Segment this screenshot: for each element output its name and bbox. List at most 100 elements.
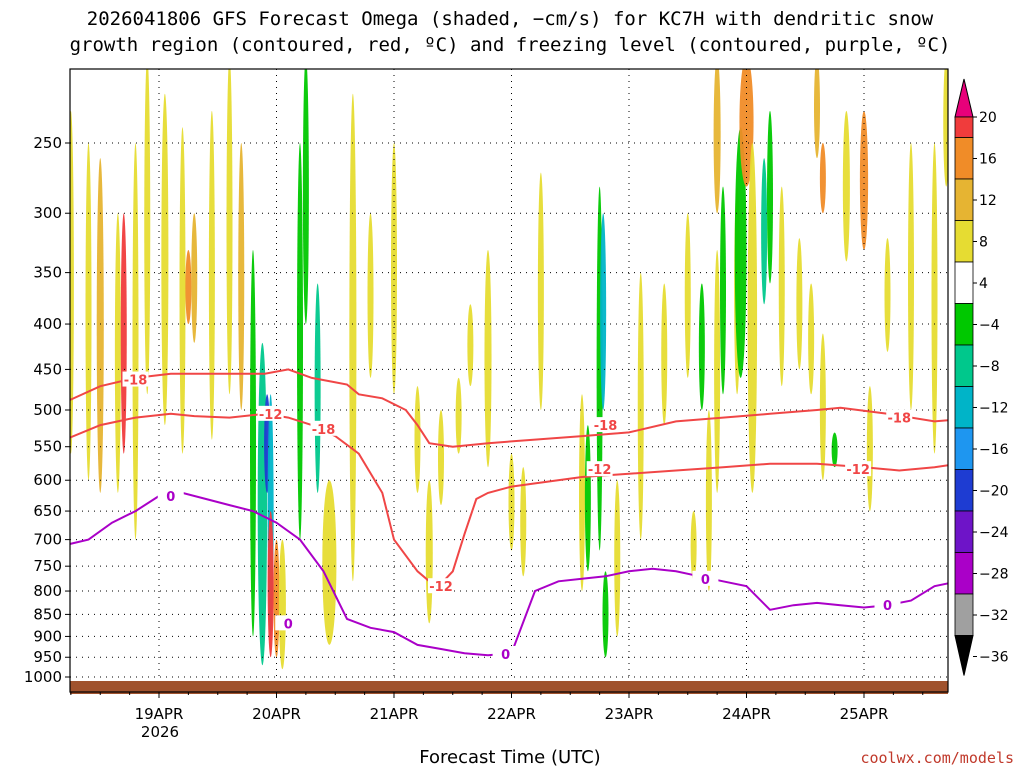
omega-shade-cell (314, 283, 321, 493)
x-tick-label: 20APR (252, 705, 301, 723)
label-dgz-12: -12 (429, 580, 453, 595)
colorbar-label: −36 (979, 650, 1009, 666)
omega-shade-cell (425, 480, 433, 624)
omega-shade-cell (661, 283, 668, 426)
omega-shade-cell (690, 511, 697, 582)
omega-shade-cell (584, 425, 591, 572)
y-tick-label: 750 (33, 557, 62, 575)
colorbar-label: 20 (979, 110, 997, 126)
omega-shade-cell (602, 571, 609, 658)
omega-shade-cell (302, 69, 309, 325)
colorbar-label: −24 (979, 525, 1009, 541)
omega-shade-cell (238, 143, 245, 410)
omega-shade-cell (579, 394, 585, 592)
x-tick-label: 23APR (605, 705, 654, 723)
label-dgz-12-bg (586, 461, 613, 477)
omega-shade-cell (842, 110, 850, 262)
x-axis: 19APR 20APR 21APR 22APR 23APR 24APR 25APR (70, 692, 924, 723)
omega-shade-cell (70, 110, 74, 454)
x-tick-label: 19APR (135, 705, 184, 723)
omega-shade-cell (814, 69, 820, 159)
omega-shade-cell (778, 186, 785, 387)
colorbar-label: 12 (979, 193, 997, 209)
omega-shade-cell (831, 432, 838, 468)
omega-shade-cell (114, 213, 121, 493)
credit-link[interactable]: coolwx.com/models (860, 749, 1014, 767)
label-freezing-0-bg (157, 487, 184, 503)
label-freezing-0-bg (692, 570, 719, 586)
y-tick-label: 950 (33, 648, 62, 666)
omega-shade-cell (179, 127, 186, 454)
omega-shade-cell (739, 69, 754, 187)
omega-shade-cell (120, 213, 127, 454)
label-dgz-12-bg (428, 578, 454, 594)
x-tick-label: 21APR (370, 705, 419, 723)
contour-layer: -18 -18 -18 -18 -12 -12 -12 -12 0 0 0 0 0 (70, 368, 948, 663)
omega-shade-cell (713, 69, 721, 214)
omega-shade-cell (414, 386, 421, 493)
colorbar-top-triangle (954, 78, 974, 118)
omega-shade-cell (684, 213, 691, 378)
y-tick-label: 800 (33, 582, 62, 600)
omega-shading-layer (70, 69, 948, 670)
omega-shade-cell (859, 110, 869, 250)
x-tick-label: 22APR (487, 705, 536, 723)
y-tick-label: 1000 (24, 668, 62, 686)
colorbar-label: −16 (979, 442, 1009, 458)
label-freezing-0-bg (492, 645, 519, 661)
omega-shade-cell (767, 110, 773, 284)
plot-frame (69, 68, 949, 693)
omega-shade-cell (297, 143, 303, 540)
omega-shade-cell (720, 186, 726, 395)
y-tick-label: 400 (33, 315, 62, 333)
omega-shade-cell (208, 110, 215, 440)
omega-shade-cell (734, 127, 747, 378)
omega-shade-cell (250, 249, 256, 637)
label-dgz-12-bg (845, 461, 872, 477)
colorbar-swatch (954, 469, 974, 512)
colorbar-swatch (954, 178, 974, 221)
colorbar-swatch (954, 116, 974, 138)
omega-shade-cell (884, 238, 891, 352)
omega-shade-cell (467, 304, 474, 387)
y-tick-label: 300 (33, 204, 62, 222)
colorbar-swatch (954, 510, 974, 553)
omega-shade-cell (931, 143, 938, 454)
omega-shade-cell (455, 377, 462, 454)
colorbar-label: 8 (979, 235, 988, 251)
contour-dgz_-18 (70, 368, 948, 448)
label-freezing-0: 0 (166, 490, 175, 505)
omega-shade-cell (278, 539, 286, 670)
x-axis-label: Forecast Time (UTC) (419, 747, 600, 768)
omega-shade-cell (132, 143, 139, 540)
y-tick-label: 550 (33, 438, 62, 456)
colorbar-swatch (954, 261, 974, 304)
label-freezing-0: 0 (701, 573, 710, 588)
label-freezing-0: 0 (284, 617, 293, 632)
y-tick-label: 450 (33, 360, 62, 378)
omega-shade-cell (714, 249, 721, 493)
omega-shade-cell (391, 143, 397, 395)
label-dgz-18: -18 (312, 423, 336, 438)
omega-shade-cell (144, 69, 151, 395)
label-freezing-0: 0 (883, 599, 892, 614)
omega-shade-cell (819, 333, 826, 481)
colorbar-swatch (954, 344, 974, 387)
omega-shade-cell (349, 93, 357, 582)
x-tick-label: 25APR (840, 705, 889, 723)
omega-shade-cell (161, 93, 169, 426)
colorbar-swatch (954, 220, 974, 263)
label-dgz-18-bg (310, 420, 337, 436)
omega-shade-cell (508, 453, 515, 551)
colorbar: 20 16 12 8 4 −4 −8 −12 −16 −20 −24 −28 −32 −36 (954, 78, 1009, 676)
omega-shade-cell (866, 386, 873, 512)
omega-shade-cell (600, 213, 607, 410)
omega-shade-cell (191, 213, 198, 343)
colorbar-label: 16 (979, 152, 997, 168)
omega-shade-cell (96, 158, 104, 493)
omega-shade-cell (185, 249, 192, 325)
omega-shade-cell (698, 283, 705, 410)
colorbar-label: −20 (979, 484, 1009, 500)
y-tick-label: 700 (33, 531, 62, 549)
